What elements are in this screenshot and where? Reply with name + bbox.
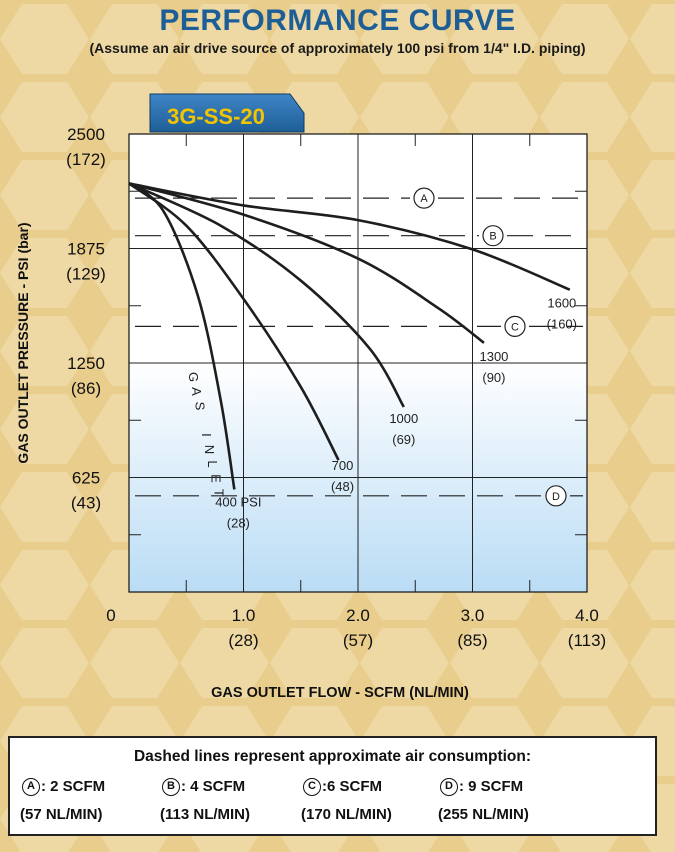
legend-nl: (170 NL/MIN) bbox=[301, 806, 392, 823]
x-tick-label: 2.0 bbox=[346, 606, 370, 625]
legend-nl: (255 NL/MIN) bbox=[438, 806, 529, 823]
legend-letter-c: C bbox=[303, 778, 321, 797]
curve-label: 400 PSI bbox=[215, 494, 261, 509]
gas-inlet-letter: E bbox=[208, 474, 223, 483]
y-tick-sublabel: (172) bbox=[66, 150, 106, 169]
gas-inlet-letter: G bbox=[186, 372, 201, 382]
air-consumption-letter: D bbox=[552, 491, 560, 503]
legend-title: Dashed lines represent approximate air c… bbox=[133, 748, 532, 765]
y-tick-label: 1875 bbox=[67, 240, 105, 259]
x-tick-sublabel: (113) bbox=[568, 631, 606, 650]
legend-letter-a: A bbox=[22, 778, 40, 797]
gas-inlet-letter: L bbox=[205, 460, 220, 467]
legend-letter-b: B bbox=[162, 778, 180, 797]
y-tick-label: 2500 bbox=[67, 125, 105, 144]
curve-label-bar: (48) bbox=[331, 479, 354, 494]
legend-nl: (113 NL/MIN) bbox=[160, 806, 251, 823]
legend-letter-d: D bbox=[440, 778, 458, 797]
curve-1300 bbox=[128, 182, 485, 344]
y-tick-label: 625 bbox=[72, 469, 100, 488]
legend-nl: (57 NL/MIN) bbox=[20, 806, 103, 823]
curve-label-bar: (28) bbox=[227, 515, 250, 530]
x-tick-sublabel: (28) bbox=[228, 631, 258, 650]
curve-label-bar: (90) bbox=[482, 370, 505, 385]
y-tick-sublabel: (86) bbox=[71, 379, 101, 398]
air-consumption-letter: A bbox=[420, 193, 428, 205]
x-tick-sublabel: (85) bbox=[457, 631, 487, 650]
legend-item-d: D: 9 SCFM bbox=[440, 778, 524, 797]
legend-item-b: B: 4 SCFM bbox=[162, 778, 246, 797]
x-tick-label: 1.0 bbox=[232, 606, 256, 625]
legend-scfm: : 4 SCFM bbox=[181, 778, 246, 795]
curve-label: 1000 bbox=[389, 411, 418, 426]
x-tick-label: 4.0 bbox=[575, 606, 599, 625]
air-consumption-marker bbox=[482, 225, 504, 247]
legend-scfm: : 2 SCFM bbox=[41, 778, 106, 795]
curve-label: 1300 bbox=[479, 349, 508, 364]
gas-inlet-letter: N bbox=[202, 445, 217, 454]
air-consumption-letter: B bbox=[489, 231, 496, 243]
air-consumption-marker bbox=[504, 315, 526, 337]
curve-700 bbox=[128, 182, 340, 461]
x-axis-title: GAS OUTLET FLOW - SCFM (NL/MIN) bbox=[211, 685, 469, 701]
performance-chart: 3G-SS-20 A B C D 400 PSI (28) 700 (48) 1000 (69) 13… bbox=[15, 93, 606, 701]
legend-scfm: : 9 SCFM bbox=[459, 778, 524, 795]
air-consumption-marker bbox=[413, 187, 435, 209]
x-tick-sublabel: (57) bbox=[343, 631, 373, 650]
curve-label: 700 bbox=[332, 458, 354, 473]
air-consumption-marker bbox=[545, 485, 567, 507]
gas-inlet-letter: A bbox=[189, 387, 204, 396]
curve-1600 bbox=[128, 182, 571, 291]
legend-item-a: A: 2 SCFM bbox=[22, 778, 106, 797]
y-axis-title: GAS OUTLET PRESSURE - PSI (bar) bbox=[15, 222, 31, 463]
curve-1000 bbox=[128, 182, 405, 408]
x-tick-label: 0 bbox=[106, 606, 115, 625]
x-tick-label: 3.0 bbox=[461, 606, 485, 625]
air-consumption-legend: Dashed lines represent approximate air c… bbox=[8, 736, 657, 836]
gas-inlet-letter: S bbox=[192, 402, 207, 411]
y-tick-label: 1250 bbox=[67, 354, 105, 373]
legend-scfm: :6 SCFM bbox=[322, 778, 382, 795]
y-tick-sublabel: (129) bbox=[66, 265, 106, 284]
curve-label-bar: (69) bbox=[392, 432, 415, 447]
curve-label-bar: (160) bbox=[547, 317, 577, 332]
y-tick-sublabel: (43) bbox=[71, 494, 101, 513]
legend-item-c: C:6 SCFM bbox=[303, 778, 382, 797]
gas-inlet-letter: T bbox=[212, 489, 227, 497]
air-consumption-letter: C bbox=[511, 321, 519, 333]
gas-inlet-letter: I bbox=[199, 433, 214, 437]
curve-label: 1600 bbox=[547, 296, 576, 311]
page-title: PERFORMANCE CURVE bbox=[159, 4, 516, 37]
page-subtitle: (Assume an air drive source of approxima… bbox=[89, 40, 586, 56]
model-tab bbox=[149, 93, 305, 133]
model-tab-label: 3G-SS-20 bbox=[167, 104, 265, 129]
